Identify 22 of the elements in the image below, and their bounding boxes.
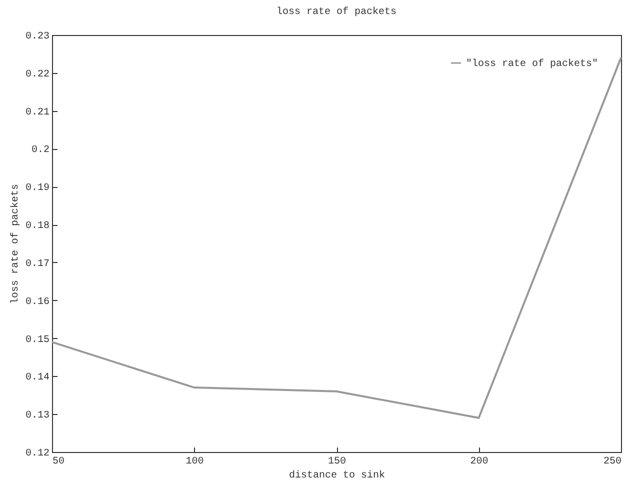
y-tick-label: 0.16 — [25, 296, 50, 308]
x-tick-label: 50 — [52, 456, 65, 468]
y-tick-label: 0.23 — [25, 32, 50, 42]
y-tick-label: 0.14 — [25, 372, 50, 384]
chart-title: loss rate of packets — [276, 6, 397, 18]
x-tick-label: 200 — [470, 456, 488, 468]
legend-label: "loss rate of packets" — [466, 58, 598, 70]
line-series — [51, 56, 622, 419]
y-tick-label: 0.18 — [25, 221, 50, 232]
y-tick-label: 0.13 — [25, 410, 50, 422]
y-tick-label: 0.17 — [25, 258, 50, 270]
x-axis-title: distance to sink — [288, 470, 386, 482]
y-tick-label: 0.15 — [25, 334, 50, 346]
y-tick-label: 0.2 — [31, 145, 50, 156]
x-tick-label: 100 — [186, 456, 204, 468]
x-tick-label: 250 — [603, 456, 622, 468]
y-tick-label: 0.21 — [25, 107, 50, 118]
y-tick-label: 0.22 — [25, 69, 50, 80]
x-tick-label: 150 — [328, 456, 346, 468]
y-tick-label: 0.19 — [25, 183, 50, 194]
y-tick-label: 0.12 — [25, 448, 50, 460]
y-axis-title: loss rate of packets — [9, 184, 22, 304]
